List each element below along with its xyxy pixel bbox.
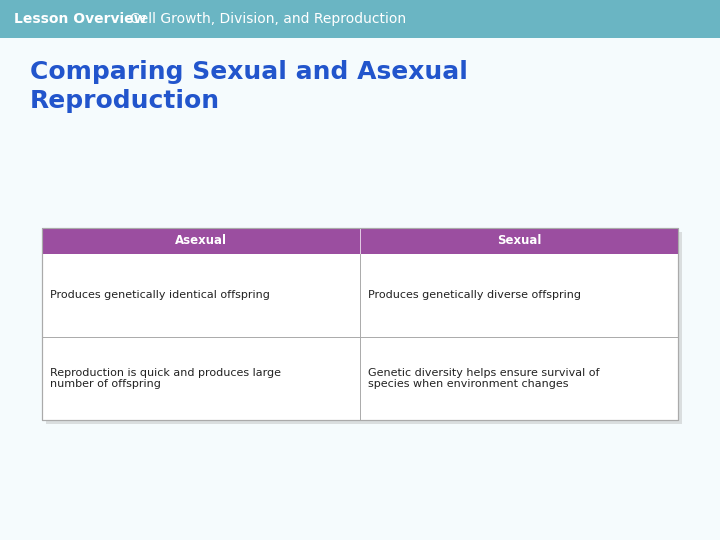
Bar <box>42 228 678 420</box>
Text: Reproduction is quick and produces large
number of offspring: Reproduction is quick and produces large… <box>50 368 281 389</box>
Text: Genetic diversity helps ensure survival of
species when environment changes: Genetic diversity helps ensure survival … <box>368 368 600 389</box>
Text: Sexual: Sexual <box>497 234 541 247</box>
Text: Lesson Overview: Lesson Overview <box>14 12 146 26</box>
Text: Produces genetically diverse offspring: Produces genetically diverse offspring <box>368 291 581 300</box>
Text: Comparing Sexual and Asexual
Reproduction: Comparing Sexual and Asexual Reproductio… <box>30 60 468 113</box>
Text: Cell Growth, Division, and Reproduction: Cell Growth, Division, and Reproduction <box>130 12 406 26</box>
Bar <box>46 232 682 424</box>
Text: Produces genetically identical offspring: Produces genetically identical offspring <box>50 291 270 300</box>
Text: Asexual: Asexual <box>175 234 227 247</box>
Bar <box>42 228 360 254</box>
Bar <box>0 0 720 38</box>
Bar <box>42 228 678 420</box>
Bar <box>360 228 678 254</box>
